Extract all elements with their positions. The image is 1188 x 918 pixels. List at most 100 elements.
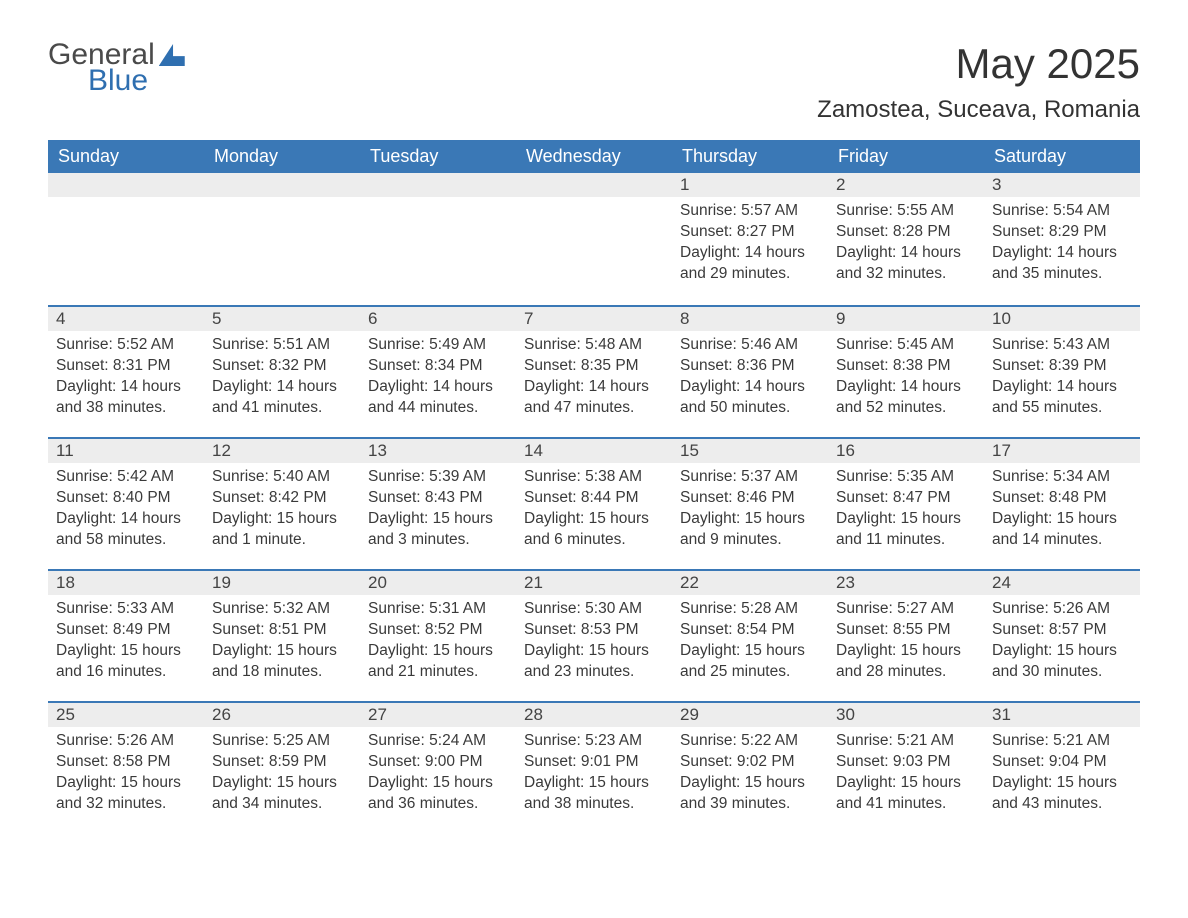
sunset-text: Sunset: 8:43 PM — [368, 488, 508, 509]
sunrise-text: Sunrise: 5:46 AM — [680, 335, 820, 356]
sunset-text: Sunset: 8:58 PM — [56, 752, 196, 773]
logo-blue-text: Blue — [88, 66, 155, 96]
daylight-text: Daylight: 15 hours and 38 minutes. — [524, 773, 664, 815]
calendar-cell — [48, 173, 204, 305]
header: General Blue May 2025 Zamostea, Suceava,… — [48, 40, 1140, 134]
day-number: 20 — [360, 569, 516, 595]
sunrise-text: Sunrise: 5:34 AM — [992, 467, 1132, 488]
logo: General Blue — [48, 40, 185, 96]
calendar-cell: 31Sunrise: 5:21 AMSunset: 9:04 PMDayligh… — [984, 701, 1140, 833]
daylight-text: Daylight: 15 hours and 32 minutes. — [56, 773, 196, 815]
calendar-cell: 9Sunrise: 5:45 AMSunset: 8:38 PMDaylight… — [828, 305, 984, 437]
day-number: 29 — [672, 701, 828, 727]
day-number: 30 — [828, 701, 984, 727]
day-details: Sunrise: 5:49 AMSunset: 8:34 PMDaylight:… — [360, 331, 516, 429]
day-number: 7 — [516, 305, 672, 331]
daylight-text: Daylight: 15 hours and 41 minutes. — [836, 773, 976, 815]
sunrise-text: Sunrise: 5:30 AM — [524, 599, 664, 620]
daylight-text: Daylight: 14 hours and 52 minutes. — [836, 377, 976, 419]
day-number: 17 — [984, 437, 1140, 463]
calendar-cell: 12Sunrise: 5:40 AMSunset: 8:42 PMDayligh… — [204, 437, 360, 569]
daylight-text: Daylight: 15 hours and 39 minutes. — [680, 773, 820, 815]
daylight-text: Daylight: 14 hours and 55 minutes. — [992, 377, 1132, 419]
daylight-text: Daylight: 14 hours and 47 minutes. — [524, 377, 664, 419]
daylight-text: Daylight: 15 hours and 43 minutes. — [992, 773, 1132, 815]
sunrise-text: Sunrise: 5:43 AM — [992, 335, 1132, 356]
day-header: Thursday — [672, 140, 828, 173]
sunset-text: Sunset: 8:54 PM — [680, 620, 820, 641]
calendar-cell: 13 Sunrise: 5:39 AMSunset: 8:43 PMDayligh… — [360, 437, 516, 569]
sunset-text: Sunset: 9:01 PM — [524, 752, 664, 773]
daylight-text: Daylight: 14 hours and 50 minutes. — [680, 377, 820, 419]
day-number: 4 — [48, 305, 204, 331]
daylight-text: Daylight: 15 hours and 25 minutes. — [680, 641, 820, 683]
sunrise-text: Sunrise: 5:45 AM — [836, 335, 976, 356]
calendar-week-row: 1Sunrise: 5:57 AMSunset: 8:27 PMDaylight… — [48, 173, 1140, 305]
calendar-cell: 17Sunrise: 5:34 AMSunset: 8:48 PMDayligh… — [984, 437, 1140, 569]
day-number: 1 — [672, 173, 828, 197]
sunset-text: Sunset: 8:36 PM — [680, 356, 820, 377]
day-number: 26 — [204, 701, 360, 727]
sunset-text: Sunset: 9:03 PM — [836, 752, 976, 773]
day-number: 11 — [48, 437, 204, 463]
empty-day-bar — [204, 173, 360, 197]
sunrise-text: Sunrise: 5:52 AM — [56, 335, 196, 356]
day-details: Sunrise: 5:23 AMSunset: 9:01 PMDaylight:… — [516, 727, 672, 825]
sunrise-text: Sunrise: 5:54 AM — [992, 201, 1132, 222]
sunrise-text: Sunrise: 5:57 AM — [680, 201, 820, 222]
calendar-cell: 25Sunrise: 5:26 AMSunset: 8:58 PMDayligh… — [48, 701, 204, 833]
daylight-text: Daylight: 15 hours and 18 minutes. — [212, 641, 352, 683]
day-header: Friday — [828, 140, 984, 173]
calendar-cell: 11Sunrise: 5:42 AMSunset: 8:40 PMDayligh… — [48, 437, 204, 569]
daylight-text: Daylight: 15 hours and 30 minutes. — [992, 641, 1132, 683]
day-details: Sunrise: 5:37 AMSunset: 8:46 PMDaylight:… — [672, 463, 828, 561]
calendar-cell: 3Sunrise: 5:54 AMSunset: 8:29 PMDaylight… — [984, 173, 1140, 305]
sunrise-text: Sunrise: 5:38 AM — [524, 467, 664, 488]
sunrise-text: Sunrise: 5:28 AM — [680, 599, 820, 620]
calendar-cell: 1Sunrise: 5:57 AMSunset: 8:27 PMDaylight… — [672, 173, 828, 305]
day-number: 13 — [360, 437, 516, 463]
daylight-text: Daylight: 14 hours and 44 minutes. — [368, 377, 508, 419]
sunrise-text: Sunrise: 5:24 AM — [368, 731, 508, 752]
day-details: Sunrise: 5:46 AMSunset: 8:36 PMDaylight:… — [672, 331, 828, 429]
sunrise-text: Sunrise: 5:35 AM — [836, 467, 976, 488]
sunrise-text: Sunrise: 5:42 AM — [56, 467, 196, 488]
sunrise-text: Sunrise: 5:39 AM — [368, 467, 508, 488]
sunrise-text: Sunrise: 5:23 AM — [524, 731, 664, 752]
sunset-text: Sunset: 8:44 PM — [524, 488, 664, 509]
sunrise-text: Sunrise: 5:25 AM — [212, 731, 352, 752]
day-header: Wednesday — [516, 140, 672, 173]
daylight-text: Daylight: 15 hours and 6 minutes. — [524, 509, 664, 551]
sunrise-text: Sunrise: 5:22 AM — [680, 731, 820, 752]
sunrise-text: Sunrise: 5:27 AM — [836, 599, 976, 620]
month-title: May 2025 — [817, 40, 1140, 88]
sunrise-text: Sunrise: 5:55 AM — [836, 201, 976, 222]
daylight-text: Daylight: 14 hours and 29 minutes. — [680, 243, 820, 285]
day-number: 16 — [828, 437, 984, 463]
sunset-text: Sunset: 8:29 PM — [992, 222, 1132, 243]
calendar-cell: 4Sunrise: 5:52 AMSunset: 8:31 PMDaylight… — [48, 305, 204, 437]
day-details: Sunrise: 5:26 AMSunset: 8:57 PMDaylight:… — [984, 595, 1140, 693]
day-details: Sunrise: 5:30 AMSunset: 8:53 PMDaylight:… — [516, 595, 672, 693]
daylight-text: Daylight: 15 hours and 28 minutes. — [836, 641, 976, 683]
sunrise-text: Sunrise: 5:26 AM — [992, 599, 1132, 620]
sunrise-text: Sunrise: 5:49 AM — [368, 335, 508, 356]
day-details: Sunrise: 5:40 AMSunset: 8:42 PMDaylight:… — [204, 463, 360, 561]
day-header: Sunday — [48, 140, 204, 173]
location-subtitle: Zamostea, Suceava, Romania — [817, 96, 1140, 124]
daylight-text: Daylight: 14 hours and 41 minutes. — [212, 377, 352, 419]
sunrise-text: Sunrise: 5:33 AM — [56, 599, 196, 620]
sunset-text: Sunset: 8:32 PM — [212, 356, 352, 377]
calendar-table: SundayMondayTuesdayWednesdayThursdayFrid… — [48, 140, 1140, 833]
calendar-week-row: 18Sunrise: 5:33 AMSunset: 8:49 PMDayligh… — [48, 569, 1140, 701]
title-block: May 2025 Zamostea, Suceava, Romania — [817, 40, 1140, 134]
daylight-text: Daylight: 15 hours and 3 minutes. — [368, 509, 508, 551]
day-details: Sunrise: 5:27 AMSunset: 8:55 PMDaylight:… — [828, 595, 984, 693]
day-details: Sunrise: 5:43 AMSunset: 8:39 PMDaylight:… — [984, 331, 1140, 429]
day-header: Monday — [204, 140, 360, 173]
day-details: Sunrise: 5:34 AMSunset: 8:48 PMDaylight:… — [984, 463, 1140, 561]
calendar-cell: 23Sunrise: 5:27 AMSunset: 8:55 PMDayligh… — [828, 569, 984, 701]
calendar-cell: 14Sunrise: 5:38 AMSunset: 8:44 PMDayligh… — [516, 437, 672, 569]
sunset-text: Sunset: 8:38 PM — [836, 356, 976, 377]
sunrise-text: Sunrise: 5:48 AM — [524, 335, 664, 356]
